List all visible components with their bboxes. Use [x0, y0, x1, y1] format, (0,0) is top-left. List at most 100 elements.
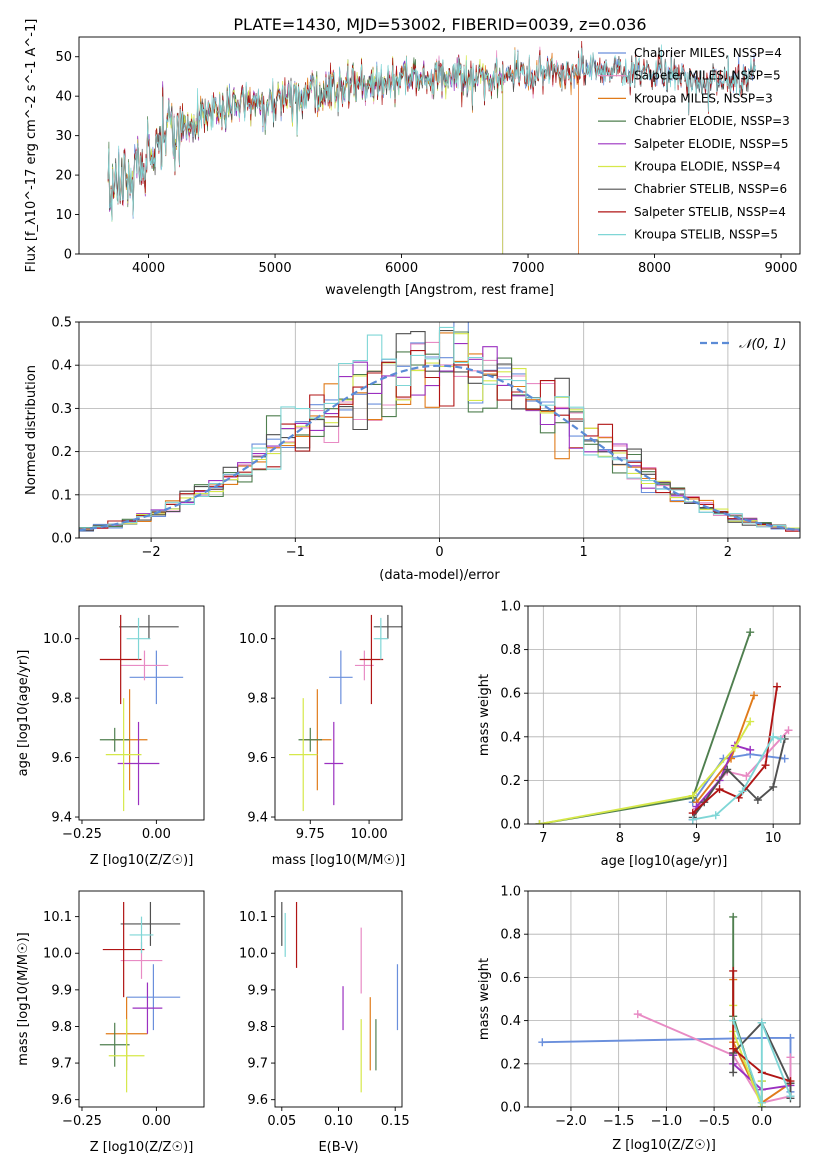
weight-marker — [729, 912, 738, 921]
y-tick-label: 10.0 — [239, 947, 268, 962]
weight-marker — [535, 820, 544, 824]
x-axis-label: mass [log10(M/M☉)] — [272, 853, 405, 868]
y-tick-label: 10.1 — [239, 910, 268, 925]
y-tick-label: 9.8 — [51, 692, 72, 707]
weight-marker — [750, 691, 759, 700]
weight-marker — [769, 782, 778, 791]
y-tick-label: 9.7 — [247, 1057, 268, 1072]
x-tick-label: 0.00 — [142, 827, 171, 842]
weight-marker — [538, 1038, 547, 1047]
axes-residuals: −2 −1 0 1 2 0.0 0.1 0.2 0.3 0.4 0.5 (data-model)/er… — [24, 316, 801, 583]
residual-legend: 𝒩(0, 1) — [700, 337, 786, 352]
x-tick-label: 10.00 — [350, 827, 387, 842]
weight-marker — [730, 743, 739, 752]
weight-marker — [776, 734, 785, 743]
y-tick-label: 9.9 — [51, 983, 72, 998]
legend-label: Kroupa MILES, NSSP=3 — [634, 91, 773, 105]
plot-area-weight_vs_Z — [538, 912, 795, 1107]
x-tick-label: 6000 — [385, 261, 418, 276]
x-tick-label: 0.15 — [381, 1114, 410, 1129]
y-tick-label: 0.2 — [500, 774, 521, 789]
x-tick-label: 8000 — [638, 261, 671, 276]
weight-marker — [729, 1044, 738, 1053]
y-tick-label: 1.0 — [500, 885, 521, 900]
plot-area-age_vs_mass — [289, 614, 402, 812]
histogram-step-9 — [79, 326, 800, 538]
weight-marker — [780, 754, 789, 763]
weight-marker — [688, 791, 697, 800]
y-tick-label: 9.9 — [247, 983, 268, 998]
weight-line-9 — [732, 1020, 792, 1104]
y-tick-label: 40 — [55, 90, 72, 105]
x-tick-label: 0 — [435, 545, 443, 560]
weight-marker — [773, 682, 782, 691]
weight-marker — [746, 628, 755, 637]
axes-frame — [527, 605, 801, 825]
x-tick-label: 0.0 — [751, 1114, 772, 1129]
x-tick-label: 7 — [539, 831, 547, 846]
y-tick-label: 1.0 — [500, 600, 521, 615]
figure-title: PLATE=1430, MJD=53002, FIBERID=0039, z=0… — [233, 15, 646, 34]
x-tick-label: 8 — [616, 831, 624, 846]
x-tick-label: 9.75 — [296, 827, 325, 842]
y-tick-label: 50 — [55, 50, 72, 65]
weight-line-6 — [539, 721, 752, 824]
x-tick-label: 9000 — [764, 261, 797, 276]
weight-marker — [753, 796, 762, 805]
plot-area-mass_vs_ebv — [281, 901, 399, 1093]
weight-marker — [742, 772, 751, 781]
weight-marker — [729, 1068, 738, 1077]
x-tick-label: 5000 — [259, 261, 292, 276]
y-tick-label: 0.6 — [500, 971, 521, 986]
legend-label: Chabrier STELIB, NSSP=6 — [634, 182, 787, 196]
y-axis-label: Flux [f_λ10^-17 erg cm^-2 s^-1 A^-1] — [24, 19, 39, 273]
x-tick-label: 9 — [692, 831, 700, 846]
axes-frame — [78, 36, 801, 255]
weight-marker — [786, 1077, 795, 1086]
y-tick-label: 9.6 — [51, 1093, 72, 1108]
histogram-step-7 — [79, 330, 800, 538]
x-tick-label: −0.25 — [62, 827, 102, 842]
histogram-step-8 — [79, 350, 800, 538]
y-tick-label: 10.0 — [43, 632, 72, 647]
y-tick-label: 0.5 — [51, 316, 72, 331]
x-tick-label: −2.0 — [555, 1114, 587, 1129]
weight-marker — [786, 1053, 795, 1062]
x-tick-label: 7000 — [511, 261, 544, 276]
x-tick-label: 0.10 — [324, 1114, 353, 1129]
y-axis-label: mass [log10(M/M☉)] — [16, 932, 31, 1065]
weight-marker — [723, 765, 732, 774]
weight-marker — [769, 732, 778, 741]
x-tick-label: −1.5 — [603, 1114, 635, 1129]
y-tick-label: 0.0 — [51, 532, 72, 547]
x-tick-label: 2 — [724, 545, 732, 560]
y-tick-label: 9.8 — [51, 1020, 72, 1035]
axes-age_vs_mass: 9.75 10.00 9.4 9.6 9.8 10.0 mass [log10(M/M☉)] — [239, 605, 405, 868]
x-tick-label: −0.25 — [62, 1114, 102, 1129]
y-tick-label: 0.0 — [500, 818, 521, 833]
weight-marker — [757, 1018, 766, 1027]
x-tick-label: −0.5 — [698, 1114, 730, 1129]
x-axis-label: Z [log10(Z/Z☉)] — [90, 1140, 194, 1155]
axes-frame — [78, 890, 205, 1108]
axes-mass_vs_Z: −0.25 0.00 9.6 9.7 9.8 9.9 10.0 10.1 Z [log10(Z/… — [16, 890, 205, 1155]
x-axis-label: E(B-V) — [318, 1140, 358, 1155]
y-axis-label: mass weight — [477, 958, 492, 1040]
y-tick-label: 9.8 — [247, 1020, 268, 1035]
axes-frame — [274, 605, 403, 821]
plot-area-spectrum — [107, 40, 756, 254]
y-tick-label: 10.0 — [43, 947, 72, 962]
plot-area-mass_vs_Z — [99, 901, 181, 1093]
x-tick-label: 4000 — [132, 261, 165, 276]
x-tick-label: 1 — [580, 545, 588, 560]
legend-label: Chabrier ELODIE, NSSP=3 — [634, 114, 790, 128]
weight-marker — [784, 726, 793, 735]
x-axis-label: Z [log10(Z/Z☉)] — [612, 1138, 716, 1153]
legend-label: Kroupa ELODIE, NSSP=4 — [634, 160, 781, 174]
normal-curve — [79, 364, 800, 532]
y-tick-label: 0.3 — [51, 402, 72, 417]
axes-frame — [527, 890, 801, 1108]
y-tick-label: 0.4 — [500, 730, 521, 745]
weight-marker — [738, 787, 747, 796]
